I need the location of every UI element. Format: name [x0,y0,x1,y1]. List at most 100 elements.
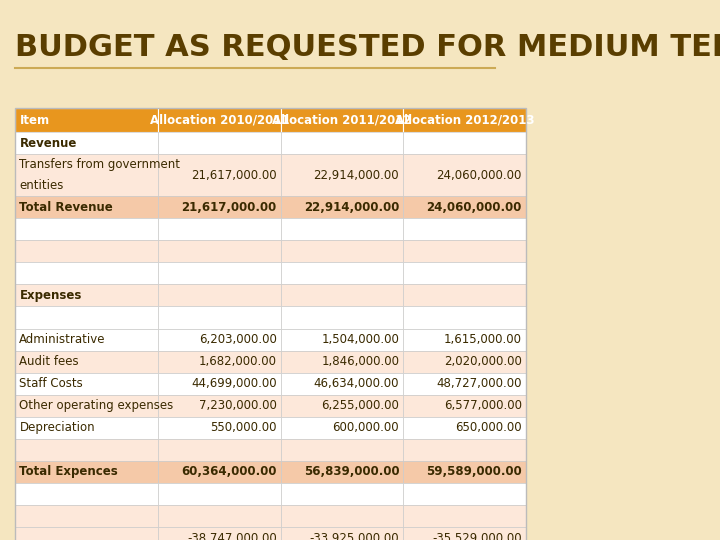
Text: Revenue: Revenue [19,137,77,150]
Bar [403,240,526,262]
Bar [15,328,158,350]
Text: 600,000.00: 600,000.00 [333,421,399,434]
Text: Total Expences: Total Expences [19,465,118,478]
Bar [403,262,526,285]
Text: Allocation 2010/2011: Allocation 2010/2011 [150,113,289,126]
Text: 22,914,000.00: 22,914,000.00 [314,168,399,182]
Bar [281,196,403,218]
Text: Other operating expenses: Other operating expenses [19,399,174,412]
Bar [158,285,281,307]
Bar [403,527,526,540]
Text: 1,682,000.00: 1,682,000.00 [199,355,276,368]
Text: 56,839,000.00: 56,839,000.00 [304,465,399,478]
Text: Expenses: Expenses [19,289,82,302]
Bar [15,307,158,328]
Bar [281,373,403,395]
Bar [158,262,281,285]
Bar [158,395,281,417]
Bar [158,196,281,218]
Text: 21,617,000.00: 21,617,000.00 [181,201,276,214]
Text: 6,255,000.00: 6,255,000.00 [321,399,399,412]
Text: 46,634,000.00: 46,634,000.00 [314,377,399,390]
Text: entities: entities [19,179,64,192]
Bar [158,461,281,483]
Bar [158,240,281,262]
Bar [281,218,403,240]
Text: Total Revenue: Total Revenue [19,201,113,214]
Bar [403,373,526,395]
Bar [403,417,526,439]
Text: Staff Costs: Staff Costs [19,377,83,390]
Bar [281,262,403,285]
Bar [15,505,158,527]
Bar [403,439,526,461]
Text: 44,699,000.00: 44,699,000.00 [191,377,276,390]
Bar [281,328,403,350]
Bar [15,240,158,262]
Bar [281,132,403,154]
Text: 60,364,000.00: 60,364,000.00 [181,465,276,478]
Bar [15,108,158,132]
Text: 1,504,000.00: 1,504,000.00 [321,333,399,346]
Bar [15,395,158,417]
Bar [281,108,403,132]
Bar [15,285,158,307]
Text: 6,203,000.00: 6,203,000.00 [199,333,276,346]
Bar [158,218,281,240]
Bar [15,262,158,285]
Text: 1,615,000.00: 1,615,000.00 [444,333,522,346]
Bar [281,285,403,307]
Bar [158,373,281,395]
Bar [15,439,158,461]
Text: Transfers from government: Transfers from government [19,158,181,171]
Bar [158,307,281,328]
Text: 650,000.00: 650,000.00 [455,421,522,434]
Text: 59,589,000.00: 59,589,000.00 [426,465,522,478]
Bar [158,483,281,505]
Bar [15,350,158,373]
Text: 24,060,000.00: 24,060,000.00 [436,168,522,182]
Bar [15,196,158,218]
Bar [281,483,403,505]
Bar [158,108,281,132]
Bar [281,527,403,540]
Bar [403,132,526,154]
Bar [158,154,281,196]
Bar [281,395,403,417]
Bar [403,505,526,527]
Bar [158,328,281,350]
Bar [403,461,526,483]
Bar [158,417,281,439]
Text: 6,577,000.00: 6,577,000.00 [444,399,522,412]
Bar [158,505,281,527]
Bar [15,132,158,154]
Bar [158,132,281,154]
Bar [15,154,158,196]
Bar [281,350,403,373]
Text: Allocation 2012/2013: Allocation 2012/2013 [395,113,534,126]
Text: -35,529,000.00: -35,529,000.00 [432,531,522,540]
Bar [281,505,403,527]
Bar [15,461,158,483]
Text: 22,914,000.00: 22,914,000.00 [304,201,399,214]
Bar [158,350,281,373]
Bar [403,328,526,350]
Text: BUDGET AS REQUESTED FOR MEDIUM TERM: BUDGET AS REQUESTED FOR MEDIUM TERM [15,33,720,62]
Text: Audit fees: Audit fees [19,355,79,368]
Text: 1,846,000.00: 1,846,000.00 [321,355,399,368]
Bar [281,307,403,328]
Bar [281,154,403,196]
Bar [403,196,526,218]
Text: -38,747,000.00: -38,747,000.00 [187,531,276,540]
Text: 550,000.00: 550,000.00 [210,421,276,434]
Bar [15,218,158,240]
Bar [403,285,526,307]
Bar [281,439,403,461]
Bar [158,527,281,540]
Text: 21,617,000.00: 21,617,000.00 [191,168,276,182]
Bar [403,395,526,417]
Text: Item: Item [19,113,50,126]
Bar [158,439,281,461]
Text: 24,060,000.00: 24,060,000.00 [426,201,522,214]
Text: Allocation 2011/2012: Allocation 2011/2012 [272,113,412,126]
